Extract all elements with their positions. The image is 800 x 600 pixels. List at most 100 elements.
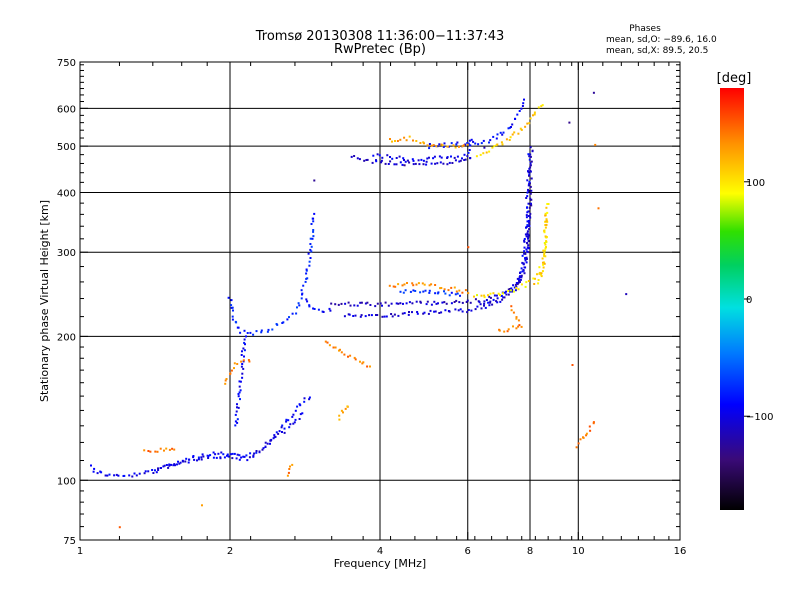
data-point — [452, 144, 455, 147]
data-point — [543, 249, 546, 252]
data-point — [541, 104, 544, 107]
data-point — [528, 228, 531, 231]
data-point — [425, 163, 428, 166]
data-point — [241, 376, 244, 379]
data-point — [528, 215, 531, 218]
data-point — [517, 319, 520, 322]
data-point — [174, 464, 176, 467]
data-point — [423, 311, 426, 314]
data-point — [305, 269, 308, 272]
data-point — [489, 301, 491, 304]
data-point — [283, 427, 286, 430]
data-point — [241, 372, 244, 375]
data-point — [483, 300, 486, 303]
data-point — [233, 452, 236, 455]
data-point — [527, 170, 529, 173]
data-point — [207, 457, 210, 459]
data-point — [537, 279, 540, 281]
data-point — [480, 142, 483, 145]
data-point — [443, 290, 445, 293]
data-point — [525, 248, 528, 251]
data-point — [589, 429, 592, 432]
data-point — [419, 301, 422, 304]
data-point — [488, 304, 491, 307]
data-point — [539, 273, 542, 276]
data-point — [523, 240, 526, 243]
y-tick-label: 400 — [57, 188, 76, 199]
data-point — [399, 290, 402, 293]
data-point — [404, 160, 407, 163]
data-point — [528, 206, 531, 209]
data-point — [219, 457, 222, 460]
data-point — [231, 315, 234, 318]
data-point — [393, 313, 396, 316]
data-point — [438, 312, 441, 314]
data-point — [526, 195, 529, 198]
data-point — [342, 411, 344, 414]
data-point — [209, 454, 212, 457]
data-point — [545, 219, 548, 222]
data-point — [294, 418, 297, 421]
data-point — [348, 313, 351, 316]
data-point — [128, 474, 131, 477]
data-point — [353, 155, 356, 157]
data-point — [312, 217, 315, 220]
data-point — [447, 289, 450, 292]
data-point — [391, 315, 394, 318]
data-point — [568, 121, 571, 124]
data-point — [214, 453, 217, 456]
data-point — [489, 292, 492, 295]
data-point — [468, 149, 471, 151]
data-point — [302, 284, 305, 287]
data-point — [524, 252, 527, 255]
data-point — [339, 348, 341, 351]
data-point — [525, 225, 528, 228]
data-point — [464, 158, 467, 161]
data-point — [466, 311, 469, 314]
data-point — [192, 455, 195, 457]
data-point — [385, 315, 388, 318]
data-point — [225, 378, 228, 380]
data-point — [381, 156, 384, 159]
data-point — [520, 283, 523, 286]
data-point — [238, 458, 241, 461]
data-point — [526, 230, 529, 233]
x-axis-label: Frequency [MHz] — [334, 557, 426, 570]
data-point — [524, 233, 527, 236]
data-point — [403, 136, 406, 139]
data-point — [163, 464, 166, 467]
data-point — [408, 311, 410, 313]
data-point — [298, 418, 301, 420]
data-point — [522, 263, 525, 265]
data-point — [296, 306, 298, 309]
data-point — [187, 461, 190, 464]
data-point — [542, 263, 544, 266]
data-point — [511, 123, 514, 126]
data-point — [526, 232, 529, 235]
data-point — [297, 302, 300, 305]
data-point — [100, 471, 103, 474]
data-point — [236, 363, 239, 365]
data-point — [310, 250, 313, 253]
data-point — [403, 164, 406, 167]
y-axis-label: Stationary phase Virtual Height [km] — [38, 200, 51, 402]
data-point — [526, 211, 529, 214]
data-point — [523, 238, 526, 240]
data-point — [391, 140, 393, 143]
data-point — [527, 184, 530, 187]
data-point — [526, 191, 529, 194]
data-point — [463, 159, 466, 161]
data-point — [285, 420, 288, 423]
data-point — [592, 422, 595, 425]
data-point — [500, 141, 503, 144]
data-point — [525, 216, 528, 219]
data-point — [597, 207, 600, 210]
data-point — [215, 456, 218, 459]
data-point — [491, 303, 494, 306]
data-point — [537, 282, 540, 285]
data-point — [292, 422, 295, 425]
data-point — [281, 431, 283, 433]
data-point — [280, 426, 283, 429]
data-point — [446, 145, 449, 148]
